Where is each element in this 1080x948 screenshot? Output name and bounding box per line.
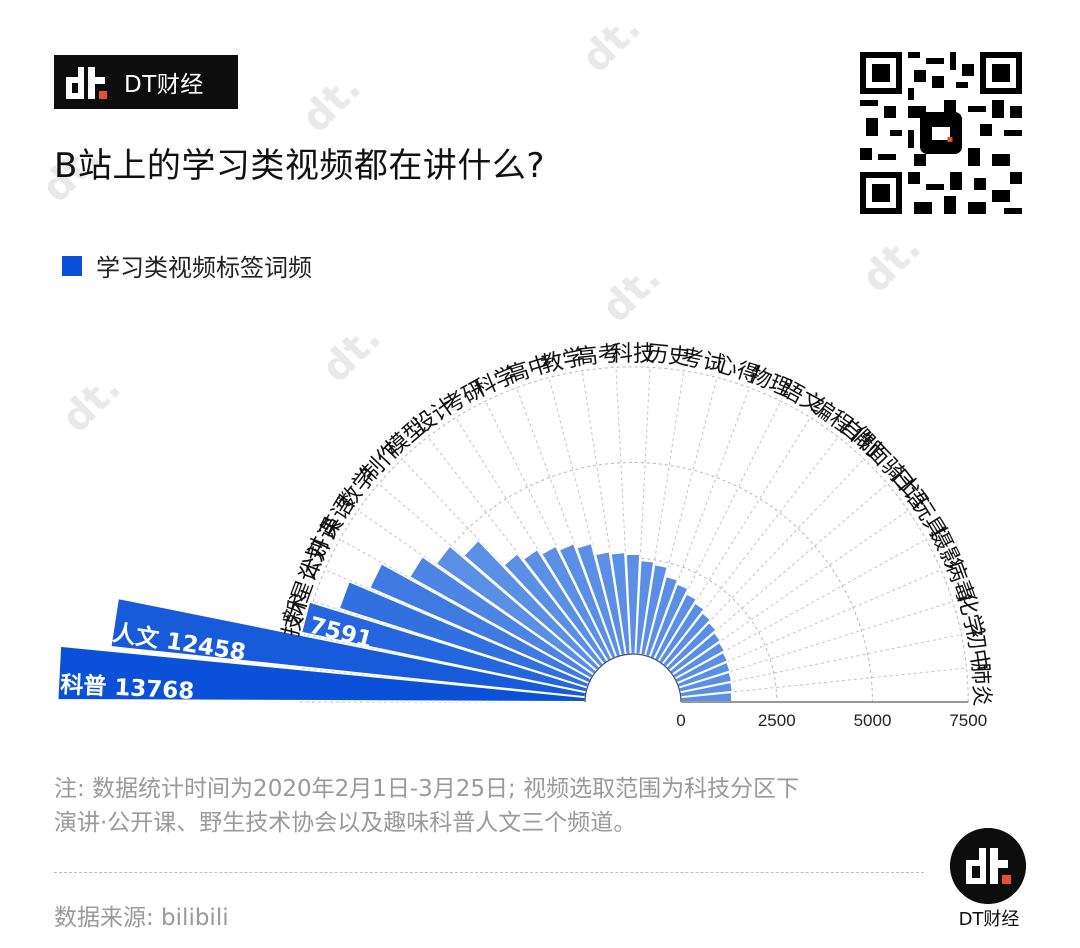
data-source: 数据来源: bilibili — [54, 905, 229, 931]
dt-logo-icon — [66, 67, 107, 99]
category-label: 历史 — [645, 341, 691, 370]
axis-tick-label: 0 — [676, 711, 685, 730]
polar-bar-chart: 0 2500 5000 7500技术新星计划公开课英语数学制作模型设计考研科学高中教学… — [56, 341, 994, 730]
bars — [56, 539, 734, 703]
inner-hole — [584, 653, 682, 703]
category-label: 科技 — [611, 342, 655, 367]
chart-legend: 学习类视频标签词频 — [62, 248, 312, 283]
footnote-line-2: 演讲·公开课、野生技术协会以及趣味科普人文三个频道。 — [54, 810, 637, 836]
axis-tick-label: 2500 — [758, 711, 796, 730]
footer-brand-name: DT财经 — [958, 909, 1020, 930]
axis-tick-label: 5000 — [854, 711, 892, 730]
category-label: 肺炎 — [967, 662, 994, 707]
legend-label: 学习类视频标签词频 — [96, 254, 312, 282]
footnote-line-1: 注: 数据统计时间为2020年2月1日-3月25日; 视频选取范围为科技分区下 — [54, 776, 800, 802]
footnote: 注: 数据统计时间为2020年2月1日-3月25日; 视频选取范围为科技分区下 … — [54, 772, 1014, 840]
qr-code — [860, 52, 1022, 214]
axis-tick-label: 7500 — [949, 711, 987, 730]
legend-swatch — [62, 255, 82, 276]
brand-name: DT财经 — [124, 72, 204, 98]
brand-badge: DT财经 — [54, 55, 238, 109]
category-label: 高考 — [575, 341, 621, 370]
footer-dt-logo-icon — [950, 828, 1026, 904]
footer-divider — [54, 872, 924, 873]
page-title: B站上的学习类视频都在讲什么? — [54, 146, 545, 186]
